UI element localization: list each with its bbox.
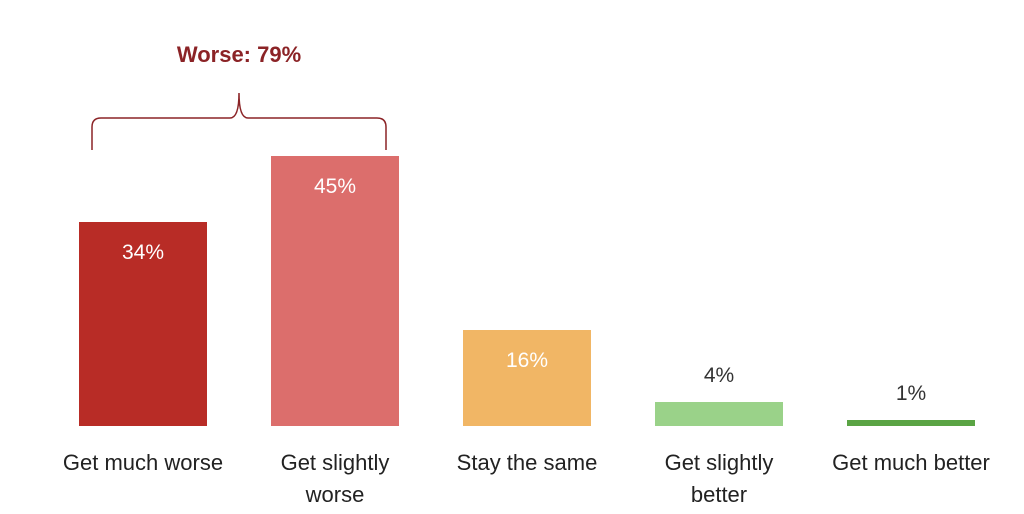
value-label-3: 16% bbox=[506, 349, 548, 372]
bar-3 bbox=[463, 330, 591, 426]
value-label-4: 4% bbox=[704, 364, 734, 387]
category-label-3: Stay the same bbox=[457, 450, 598, 475]
category-label-4: Get slightly better bbox=[665, 450, 774, 507]
bar-1 bbox=[79, 222, 207, 426]
bar-5 bbox=[847, 420, 975, 426]
value-label-1: 34% bbox=[122, 241, 164, 264]
category-labels-layer: Get much worse Get slightly worse Stay the … bbox=[63, 450, 990, 507]
bar-4 bbox=[655, 402, 783, 426]
category-label-2: Get slightly worse bbox=[281, 450, 390, 507]
bar-2 bbox=[271, 156, 399, 426]
annotation-label: Worse: 79% bbox=[177, 42, 301, 67]
category-label-5: Get much better bbox=[832, 450, 990, 475]
bars-layer bbox=[79, 156, 975, 426]
value-label-5: 1% bbox=[896, 382, 926, 405]
category-label-1: Get much worse bbox=[63, 450, 223, 475]
value-labels-layer: 34% 45% 16% 4% 1% bbox=[122, 175, 926, 405]
annotation-layer: Worse: 79% bbox=[91, 42, 387, 150]
annotation-brace bbox=[91, 92, 387, 150]
value-label-2: 45% bbox=[314, 175, 356, 198]
